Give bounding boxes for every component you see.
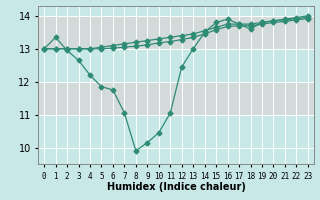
Bar xyxy=(38,16,314,49)
X-axis label: Humidex (Indice chaleur): Humidex (Indice chaleur) xyxy=(107,182,245,192)
Bar xyxy=(38,82,314,115)
